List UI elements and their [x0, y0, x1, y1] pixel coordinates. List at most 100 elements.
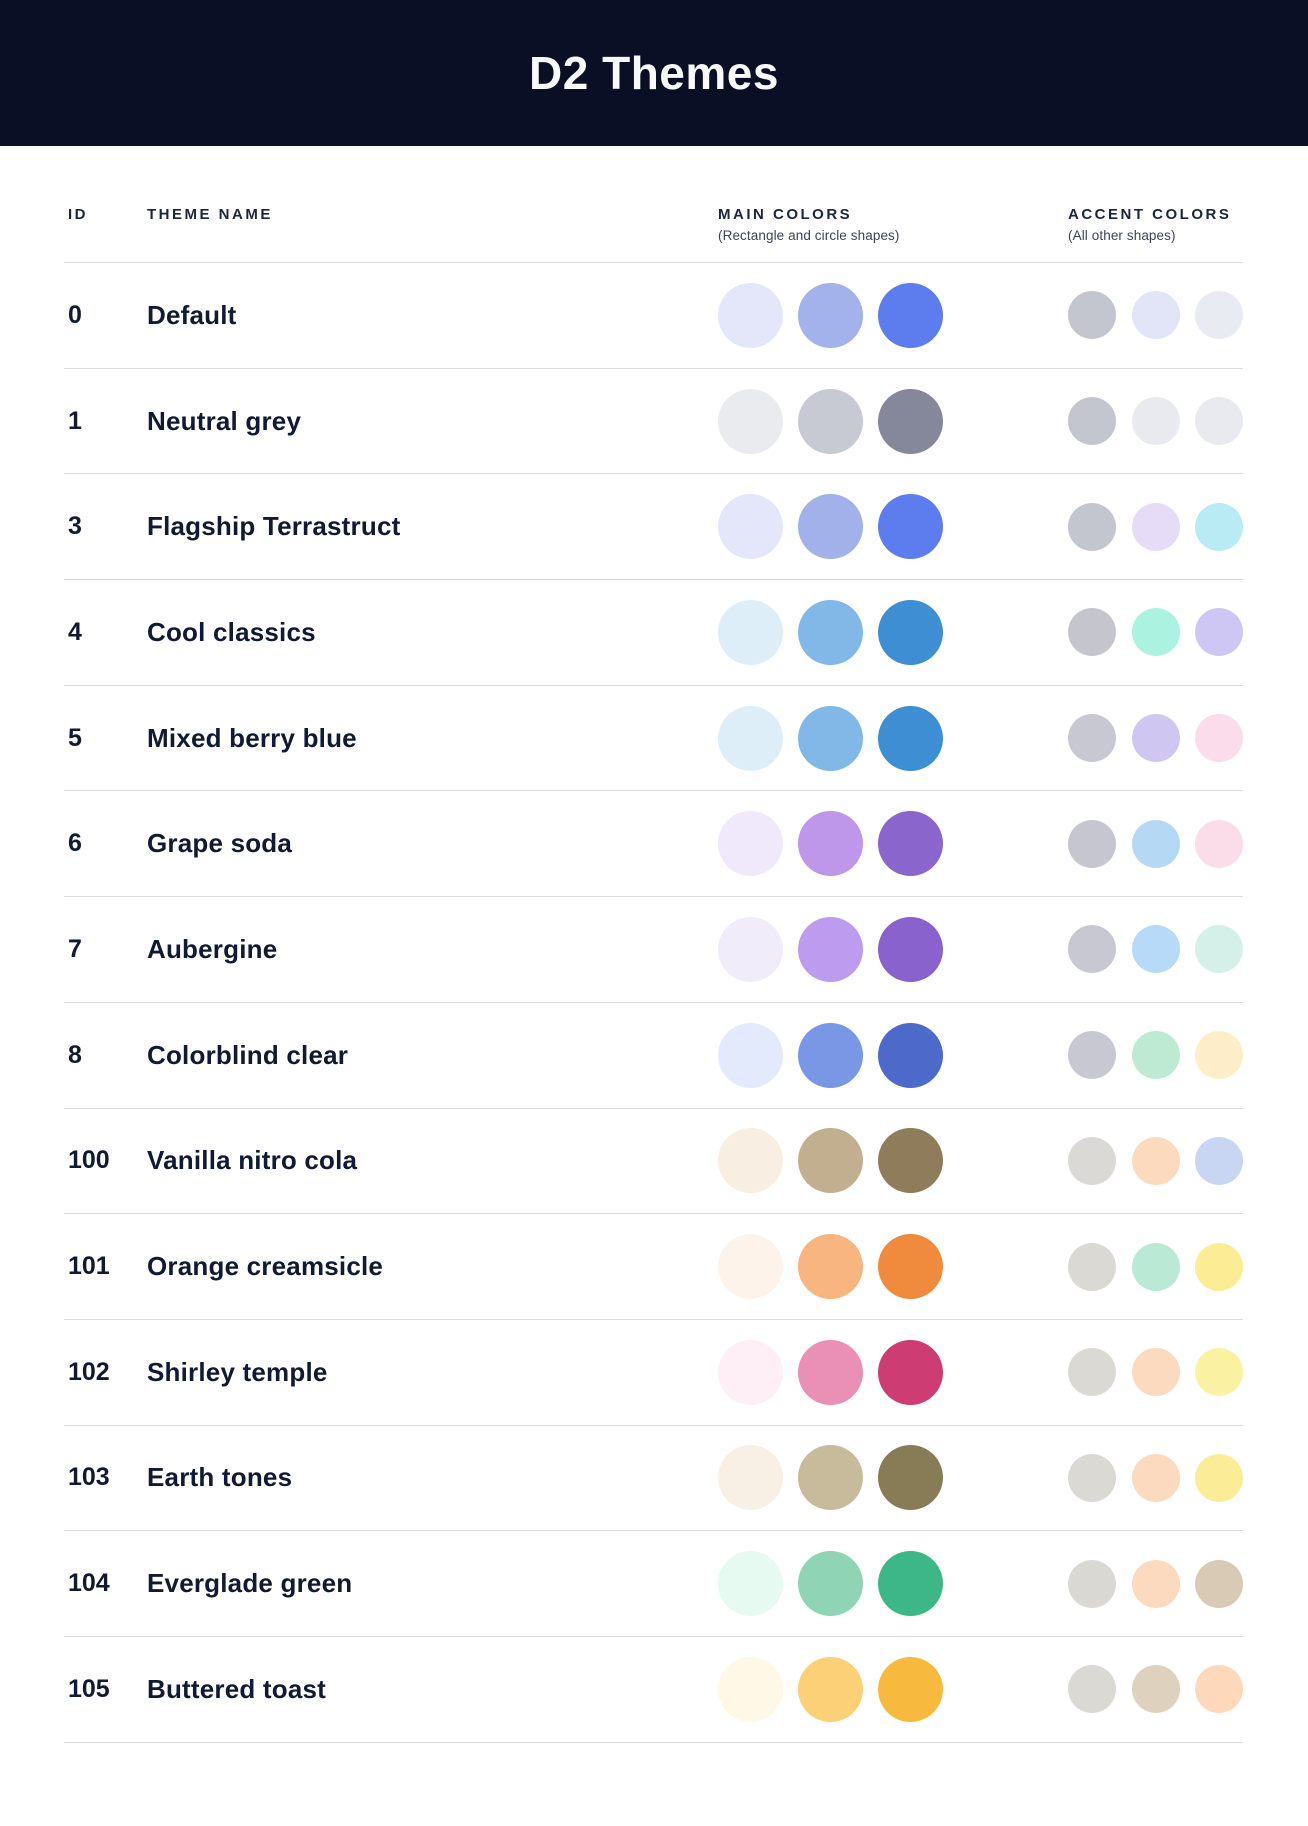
main-color-swatch	[878, 494, 943, 560]
table-row: 6 Grape soda	[64, 791, 1243, 898]
main-colors-cell	[718, 916, 943, 982]
accent-color-swatch	[1131, 291, 1180, 340]
table-row: 103 Earth tones	[64, 1426, 1243, 1532]
accent-colors-swatches	[1068, 1031, 1243, 1080]
main-color-swatch	[798, 705, 863, 771]
accent-color-swatch	[1068, 502, 1116, 551]
main-colors-cell	[718, 705, 943, 771]
theme-name: Everglade green	[147, 1568, 353, 1599]
accent-color-swatch	[1131, 1665, 1180, 1714]
theme-id-cell: 7	[64, 935, 147, 964]
accent-colors-cell	[1068, 608, 1243, 657]
main-colors-cell	[718, 282, 943, 348]
theme-id: 103	[68, 1463, 110, 1492]
main-color-swatch	[878, 705, 943, 771]
main-color-swatch	[718, 599, 783, 665]
theme-name-cell: Flagship Terrastruct	[147, 511, 718, 542]
theme-name-cell: Orange creamsicle	[147, 1251, 718, 1282]
accent-color-swatch	[1068, 1031, 1116, 1080]
accent-color-swatch	[1068, 1136, 1116, 1185]
accent-color-swatch	[1195, 925, 1243, 974]
accent-colors-cell	[1068, 1453, 1243, 1502]
column-header-accent-colors-cell: ACCENT COLORS (All other shapes)	[1068, 206, 1243, 243]
accent-color-swatch	[1068, 1559, 1116, 1608]
theme-name-cell: Shirley temple	[147, 1357, 718, 1388]
main-color-swatch	[878, 1339, 943, 1405]
accent-color-swatch	[1068, 397, 1116, 446]
theme-name-cell: Aubergine	[147, 934, 718, 965]
main-colors-swatches	[718, 494, 943, 560]
theme-name: Vanilla nitro cola	[147, 1145, 358, 1176]
accent-color-swatch	[1131, 1031, 1180, 1080]
accent-color-swatch	[1195, 714, 1243, 763]
main-color-swatch	[878, 599, 943, 665]
theme-name: Grape soda	[147, 828, 293, 859]
theme-id-cell: 8	[64, 1041, 147, 1070]
main-colors-cell	[718, 1234, 943, 1300]
main-color-swatch	[878, 282, 943, 348]
main-color-swatch	[718, 494, 783, 560]
theme-name-cell: Cool classics	[147, 617, 718, 648]
column-header-theme-name: THEME NAME	[147, 206, 273, 223]
column-header-id: ID	[68, 206, 88, 223]
main-colors-cell	[718, 1128, 943, 1194]
main-colors-swatches	[718, 1551, 943, 1617]
main-colors-cell	[718, 1339, 943, 1405]
accent-colors-swatches	[1068, 1453, 1243, 1502]
main-color-swatch	[798, 1234, 863, 1300]
accent-color-swatch	[1195, 291, 1243, 340]
theme-name-cell: Default	[147, 300, 718, 331]
accent-color-swatch	[1131, 397, 1180, 446]
main-color-swatch	[878, 1551, 943, 1617]
main-color-swatch	[798, 1656, 863, 1722]
main-color-swatch	[718, 1022, 783, 1088]
table-row: 100 Vanilla nitro cola	[64, 1109, 1243, 1215]
main-colors-cell	[718, 1445, 943, 1511]
main-color-swatch	[798, 599, 863, 665]
column-header-theme-name-cell: THEME NAME	[147, 206, 718, 223]
accent-colors-swatches	[1068, 1559, 1243, 1608]
theme-name: Orange creamsicle	[147, 1251, 384, 1282]
main-colors-swatches	[718, 1445, 943, 1511]
accent-colors-swatches	[1068, 502, 1243, 551]
accent-colors-swatches	[1068, 608, 1243, 657]
theme-name: Buttered toast	[147, 1673, 327, 1704]
theme-id-cell: 5	[64, 724, 147, 753]
main-colors-swatches	[718, 1339, 943, 1405]
theme-id-cell: 6	[64, 829, 147, 858]
accent-colors-cell	[1068, 714, 1243, 763]
main-color-swatch	[798, 811, 863, 877]
table-row: 8 Colorblind clear	[64, 1003, 1243, 1109]
main-color-swatch	[718, 1234, 783, 1300]
theme-id-cell: 4	[64, 618, 147, 647]
accent-color-swatch	[1195, 397, 1243, 446]
accent-color-swatch	[1068, 291, 1116, 340]
accent-colors-swatches	[1068, 291, 1243, 340]
accent-colors-cell	[1068, 1348, 1243, 1397]
main-color-swatch	[718, 388, 783, 454]
main-colors-swatches	[718, 388, 943, 454]
theme-id-cell: 105	[64, 1675, 147, 1704]
accent-color-swatch	[1195, 1136, 1243, 1185]
accent-colors-swatches	[1068, 1242, 1243, 1291]
accent-color-swatch	[1195, 1453, 1243, 1502]
main-color-swatch	[878, 1445, 943, 1511]
theme-name: Aubergine	[147, 933, 278, 964]
accent-colors-cell	[1068, 819, 1243, 868]
main-color-swatch	[798, 494, 863, 560]
theme-name-cell: Buttered toast	[147, 1674, 718, 1705]
accent-colors-swatches	[1068, 925, 1243, 974]
theme-id: 3	[68, 512, 82, 541]
theme-id-cell: 1	[64, 407, 147, 436]
accent-color-swatch	[1131, 1453, 1180, 1502]
theme-id: 6	[68, 829, 82, 858]
theme-id-cell: 101	[64, 1252, 147, 1281]
accent-color-swatch	[1068, 714, 1116, 763]
theme-name: Neutral grey	[147, 405, 302, 436]
theme-id-cell: 102	[64, 1358, 147, 1387]
accent-color-swatch	[1068, 819, 1116, 868]
accent-colors-cell	[1068, 1559, 1243, 1608]
accent-color-swatch	[1131, 1136, 1180, 1185]
column-header-accent-colors: ACCENT COLORS	[1068, 206, 1232, 223]
main-color-swatch	[798, 388, 863, 454]
